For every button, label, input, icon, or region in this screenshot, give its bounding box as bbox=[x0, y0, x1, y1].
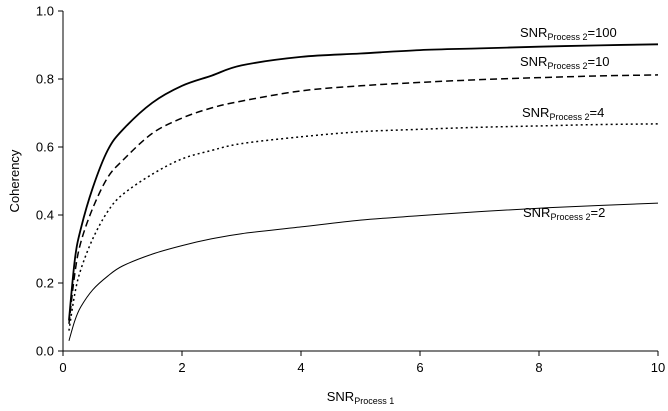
y-tick-label: 0.8 bbox=[36, 72, 54, 87]
series-line bbox=[68, 123, 659, 331]
series-label-main: SNR bbox=[522, 105, 549, 120]
axes: 0 2 4 6 8 100.00.20.40.60.81.0CoherencySNRPro… bbox=[7, 4, 665, 407]
x-axis-label-main: SNR bbox=[327, 389, 354, 404]
series-label-main: SNR bbox=[523, 205, 550, 220]
series-line bbox=[68, 74, 659, 324]
series-line bbox=[68, 43, 659, 321]
series-label-value: =10 bbox=[587, 54, 609, 69]
y-tick-label: 0.2 bbox=[36, 276, 54, 291]
series-label-sub: Process 2 bbox=[547, 32, 587, 42]
series-label: SNRProcess 2=4 bbox=[522, 105, 604, 122]
y-tick-label: 0.4 bbox=[36, 208, 54, 223]
series-label-main: SNR bbox=[520, 25, 547, 40]
y-axis-label: Coherency bbox=[7, 149, 22, 212]
series-line bbox=[68, 202, 659, 341]
x-tick-label: 4 bbox=[297, 360, 304, 375]
series-label: SNRProcess 2=100 bbox=[520, 25, 617, 42]
x-axis-label-sub: Process 1 bbox=[354, 396, 394, 406]
x-axis-label: SNRProcess 1 bbox=[327, 389, 394, 406]
x-tick-label: 8 bbox=[535, 360, 542, 375]
series-layer bbox=[68, 43, 659, 341]
series-label: SNRProcess 2=2 bbox=[523, 205, 605, 222]
series-label-value: =2 bbox=[590, 205, 605, 220]
series-label-value: =4 bbox=[589, 105, 604, 120]
y-tick-label: 0.6 bbox=[36, 140, 54, 155]
series-label-value: =100 bbox=[587, 25, 616, 40]
series-label-main: SNR bbox=[520, 54, 547, 69]
series-label-sub: Process 2 bbox=[549, 112, 589, 122]
series-label: SNRProcess 2=10 bbox=[520, 54, 610, 71]
y-tick-label: 0.0 bbox=[36, 344, 54, 359]
x-tick-label: 10 bbox=[651, 360, 665, 375]
y-tick-label: 1.0 bbox=[36, 4, 54, 19]
x-tick-label: 2 bbox=[178, 360, 185, 375]
series-label-sub: Process 2 bbox=[550, 212, 590, 222]
x-tick-label: 0 bbox=[59, 360, 66, 375]
series-label-sub: Process 2 bbox=[547, 61, 587, 71]
x-tick-label: 6 bbox=[416, 360, 423, 375]
